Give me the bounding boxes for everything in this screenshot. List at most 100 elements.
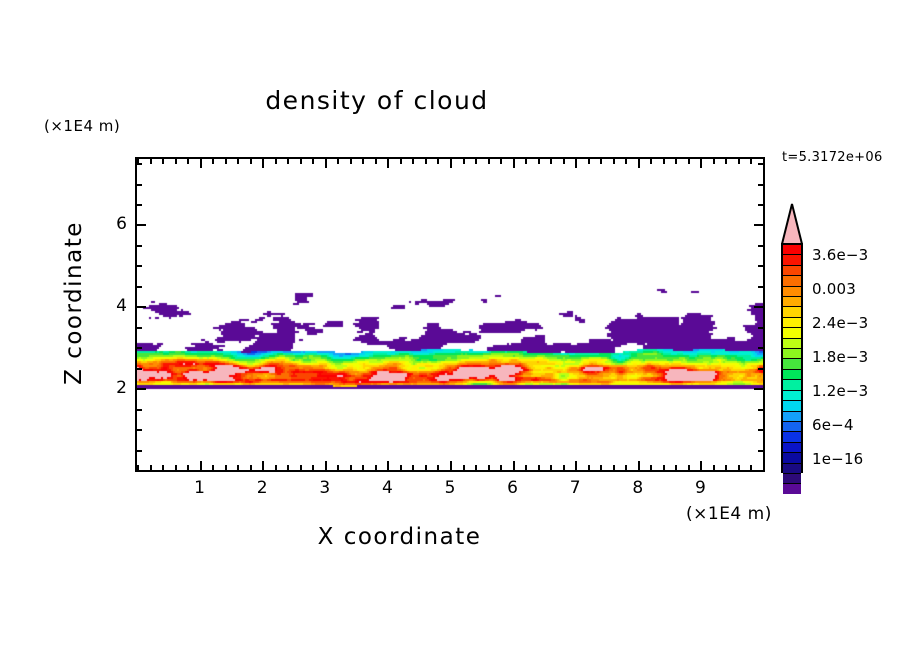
colorbar-tick-label: 2.4e−3 (812, 314, 869, 332)
tick-mark (200, 159, 202, 168)
tick-mark (425, 159, 427, 164)
colorbar-band (783, 411, 801, 422)
tick-mark (758, 327, 763, 329)
tick-mark (150, 465, 152, 470)
tick-mark (675, 159, 677, 164)
x-tick-label: 3 (319, 478, 331, 498)
colorbar-band (783, 442, 801, 454)
tick-mark (300, 465, 302, 470)
tick-mark (758, 450, 763, 452)
tick-mark (738, 465, 740, 470)
tick-mark (175, 159, 177, 164)
tick-mark (362, 465, 364, 470)
tick-mark (754, 306, 763, 308)
tick-mark (613, 159, 615, 164)
colorbar-band (783, 328, 801, 339)
plot-title-text: density of cloud (265, 86, 489, 115)
colorbar-band (783, 484, 801, 494)
colorbar-band (783, 349, 801, 360)
x-tick-label: 2 (256, 478, 268, 498)
tick-mark (713, 159, 715, 164)
tick-mark (475, 465, 477, 470)
tick-mark (754, 388, 763, 390)
tick-mark (137, 327, 142, 329)
tick-mark (513, 461, 515, 470)
tick-mark (550, 159, 552, 164)
colorbar-band (783, 255, 801, 266)
tick-mark (237, 159, 239, 164)
tick-mark (137, 306, 146, 308)
tick-mark (162, 159, 164, 164)
colorbar-tick-label: 1e−16 (812, 450, 864, 468)
tick-mark (525, 159, 527, 164)
tick-mark (162, 465, 164, 470)
tick-mark (325, 461, 327, 470)
tick-mark (150, 159, 152, 164)
tick-mark (538, 159, 540, 164)
tick-mark (337, 465, 339, 470)
x-tick-label: 9 (694, 478, 706, 498)
tick-mark (212, 159, 214, 164)
tick-mark (137, 184, 142, 186)
tick-mark (450, 159, 452, 168)
tick-mark (758, 184, 763, 186)
tick-mark (758, 163, 763, 165)
tick-mark (225, 465, 227, 470)
tick-mark (287, 159, 289, 164)
tick-mark (600, 159, 602, 164)
x-axis-unit-label: (×1E4 m) (686, 504, 772, 524)
y-axis-unit-label: (×1E4 m) (44, 117, 121, 135)
tick-mark (663, 159, 665, 164)
tick-mark (500, 465, 502, 470)
tick-mark (200, 461, 202, 470)
x-tick-label: 8 (632, 478, 644, 498)
tick-mark (713, 465, 715, 470)
tick-mark (137, 388, 146, 390)
tick-mark (488, 465, 490, 470)
x-tick-label: 6 (507, 478, 518, 498)
tick-mark (437, 465, 439, 470)
tick-mark (137, 470, 142, 472)
tick-mark (563, 465, 565, 470)
tick-mark (725, 159, 727, 164)
tick-mark (688, 159, 690, 164)
tick-mark (758, 347, 763, 349)
colorbar-band (783, 463, 801, 474)
colorbar-band (783, 380, 801, 391)
tick-mark (137, 224, 146, 226)
time-annotation: t=5.3172e+06 (782, 150, 883, 165)
tick-mark (450, 461, 452, 470)
tick-mark (758, 429, 763, 431)
y-tick-label: 4 (116, 296, 127, 317)
tick-mark (212, 465, 214, 470)
tick-mark (375, 465, 377, 470)
tick-mark (312, 465, 314, 470)
tick-mark (758, 368, 763, 370)
tick-mark (275, 159, 277, 164)
colorbar-band (783, 432, 801, 443)
tick-mark (337, 159, 339, 164)
tick-mark (412, 465, 414, 470)
tick-mark (137, 347, 142, 349)
tick-mark (750, 159, 752, 164)
tick-mark (262, 461, 264, 470)
tick-mark (400, 159, 402, 164)
colorbar-band (783, 369, 801, 381)
tick-mark (137, 159, 139, 164)
y-axis-title: Z coordinate (61, 221, 87, 385)
x-axis-title-text: X coordinate (317, 524, 482, 550)
tick-mark (250, 159, 252, 164)
tick-mark (137, 429, 142, 431)
colorbar-band (783, 297, 801, 308)
tick-mark (738, 159, 740, 164)
tick-mark (588, 159, 590, 164)
tick-mark (638, 159, 640, 168)
colorbar-tick-label: 3.6e−3 (812, 246, 869, 264)
x-tick-label: 1 (194, 478, 205, 498)
tick-mark (525, 465, 527, 470)
colorbar-tick-label: 0.003 (812, 280, 856, 298)
tick-mark (463, 465, 465, 470)
tick-mark (237, 465, 239, 470)
tick-mark (575, 159, 577, 168)
